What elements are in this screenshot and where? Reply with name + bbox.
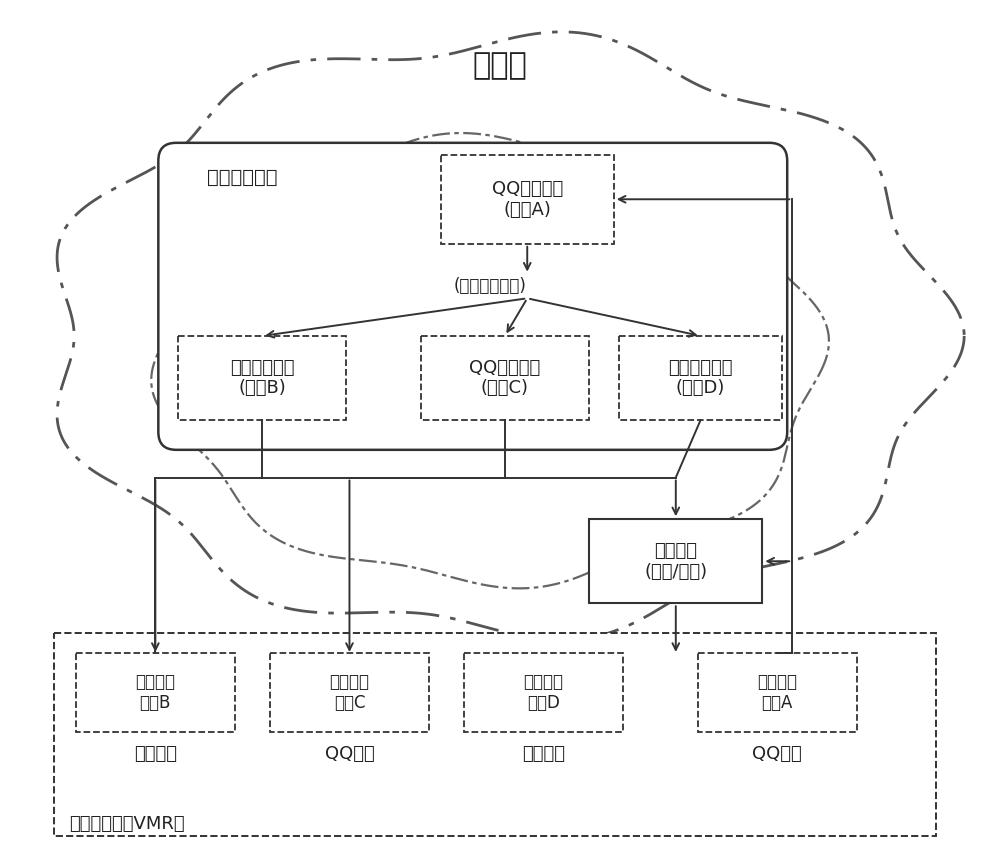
Text: 个人用户
终端D: 个人用户 终端D: [524, 673, 564, 712]
Bar: [441, 155, 614, 244]
Bar: [270, 653, 429, 732]
Bar: [178, 336, 346, 420]
Text: 公司用户
终端A: 公司用户 终端A: [757, 673, 797, 712]
Bar: [589, 519, 762, 603]
Text: (通讯呼叫请求): (通讯呼叫请求): [454, 277, 527, 295]
Text: 微信界面: 微信界面: [134, 745, 177, 763]
Text: QQ登陆帐号
(用户C): QQ登陆帐号 (用户C): [469, 359, 541, 397]
FancyBboxPatch shape: [158, 143, 787, 450]
Bar: [464, 653, 623, 732]
Bar: [619, 336, 782, 420]
Text: 通信网络
(内网/外网): 通信网络 (内网/外网): [644, 542, 707, 581]
Text: QQ界面: QQ界面: [752, 745, 802, 763]
Text: 虚拟会议系统: 虚拟会议系统: [207, 168, 278, 187]
Text: 公司用户
终端C: 公司用户 终端C: [329, 673, 369, 712]
Bar: [76, 653, 235, 732]
Bar: [421, 336, 589, 420]
Text: 个人用户
终端B: 个人用户 终端B: [135, 673, 175, 712]
Text: 云平台: 云平台: [473, 51, 527, 80]
Text: 钉钉登陆帐号
(用户D): 钉钉登陆帐号 (用户D): [668, 359, 733, 397]
Text: 钉钉界面: 钉钉界面: [522, 745, 565, 763]
Bar: [54, 633, 936, 836]
Text: QQ界面: QQ界面: [325, 745, 374, 763]
Bar: [698, 653, 857, 732]
Text: QQ登陆帐号
(用户A): QQ登陆帐号 (用户A): [492, 180, 563, 219]
Text: 微信登陆帐号
(用户B): 微信登陆帐号 (用户B): [230, 359, 295, 397]
Text: 虚拟会议室（VMR）: 虚拟会议室（VMR）: [69, 815, 185, 833]
